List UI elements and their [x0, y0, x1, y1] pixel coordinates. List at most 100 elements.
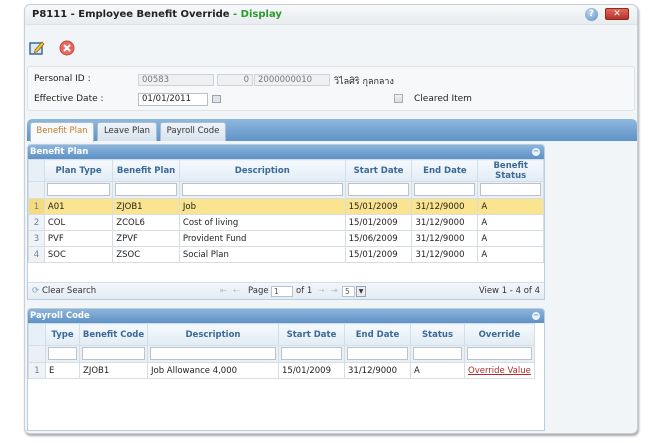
filter-cell: [43, 181, 114, 199]
prev-page-icon[interactable]: ⇠: [233, 286, 240, 295]
filter-end-date[interactable]: [347, 347, 408, 360]
cell-plan-type: SOC: [43, 246, 114, 263]
collapse-icon[interactable]: −: [532, 311, 540, 320]
row-number: 3: [28, 230, 45, 247]
filter-benefit-status[interactable]: [480, 183, 541, 196]
cell-end-date: 31/12/9000: [411, 214, 479, 231]
cell-status: A: [477, 246, 544, 263]
cell-description: Job: [178, 198, 346, 215]
close-button[interactable]: ✕: [605, 8, 629, 20]
col-end-date[interactable]: End Date: [411, 159, 479, 182]
col-status[interactable]: Status: [410, 323, 465, 346]
filter-benefit-code[interactable]: [82, 347, 145, 360]
title-bar: P8111 - Employee Benefit Override - Disp…: [25, 5, 637, 25]
filter-cell: [147, 345, 279, 363]
filter-description[interactable]: [150, 347, 276, 360]
benefit-plan-table: Plan Type Benefit Plan Description Start…: [28, 159, 544, 263]
col-benefit-plan[interactable]: Benefit Plan: [112, 159, 180, 182]
filter-cell: [411, 181, 479, 199]
cell-type: E: [45, 362, 80, 379]
table-row[interactable]: 4 SOC ZSOC Social Plan 15/01/2009 31/12/…: [28, 246, 544, 263]
collapse-icon[interactable]: −: [532, 147, 540, 156]
cleared-item-checkbox[interactable]: [394, 94, 403, 103]
cell-benefit-plan: ZCOL6: [112, 214, 180, 231]
window-title: P8111 - Employee Benefit Override - Disp…: [32, 9, 282, 20]
filter-benefit-plan[interactable]: [115, 183, 177, 196]
filter-cell: [178, 181, 346, 199]
view-range: View 1 - 4 of 4: [478, 286, 540, 296]
cell-end-date: 31/12/9000: [411, 230, 479, 247]
filter-cell: [79, 345, 148, 363]
filter-cell: [477, 181, 544, 199]
cell-end-date: 31/12/9000: [411, 198, 479, 215]
table-row[interactable]: 2 COL ZCOL6 Cost of living 15/01/2009 31…: [28, 214, 544, 231]
page-size-select[interactable]: 5: [342, 286, 355, 297]
employee-name: วิไลศิริ กุลกลาง: [334, 77, 394, 87]
page-number-input[interactable]: 1: [271, 286, 293, 297]
benefit-plan-grid: Benefit Plan − Plan Type Benefit Plan De…: [27, 144, 545, 300]
filter-plan-type[interactable]: [46, 183, 111, 196]
col-description[interactable]: Description: [147, 323, 279, 346]
clear-search-button[interactable]: Clear Search: [42, 286, 97, 296]
filter-status[interactable]: [413, 347, 462, 360]
cell-benefit-plan: ZJOB1: [112, 198, 180, 215]
table-row[interactable]: 1 A01 ZJOB1 Job 15/01/2009 31/12/9000 A: [28, 198, 544, 215]
tab-payroll-code[interactable]: Payroll Code: [160, 122, 226, 141]
col-plan-type[interactable]: Plan Type: [43, 159, 114, 182]
refresh-icon[interactable]: ⟳: [32, 286, 40, 296]
title-text: P8111 - Employee Benefit Override: [32, 9, 230, 20]
table-row[interactable]: 3 PVF ZPVF Provident Fund 15/06/2009 31/…: [28, 230, 544, 247]
personal-id-field: 00583: [138, 74, 214, 86]
effective-date-input[interactable]: 01/01/2011: [138, 93, 208, 106]
first-page-icon[interactable]: ⇤: [220, 286, 227, 295]
cell-plan-type: PVF: [43, 230, 114, 247]
header-form: Personal ID : 00583 0 2000000010 วิไลศิร…: [27, 66, 635, 111]
col-description[interactable]: Description: [178, 159, 346, 182]
calendar-icon[interactable]: [212, 95, 221, 103]
tab-leave-plan[interactable]: Leave Plan: [97, 122, 157, 141]
grid-caption-text: Payroll Code: [30, 311, 90, 321]
cell-start-date: 15/01/2009: [344, 198, 413, 215]
chevron-down-icon[interactable]: ▼: [356, 286, 366, 297]
edit-button[interactable]: [27, 38, 47, 58]
row-number: 1: [28, 198, 45, 215]
filter-type[interactable]: [48, 347, 77, 360]
table-row[interactable]: 1 E ZJOB1 Job Allowance 4,000 15/01/2009…: [28, 362, 535, 379]
filter-cell: [112, 181, 180, 199]
last-page-icon[interactable]: ⇥: [331, 286, 338, 295]
filter-spacer: [28, 181, 45, 199]
cell-status: A: [477, 198, 544, 215]
cell-benefit-plan: ZPVF: [112, 230, 180, 247]
col-benefit-code[interactable]: Benefit Code: [79, 323, 148, 346]
filter-end-date[interactable]: [414, 183, 476, 196]
filter-override[interactable]: [467, 347, 532, 360]
dialog-window: P8111 - Employee Benefit Override - Disp…: [24, 4, 638, 434]
filter-cell: [410, 345, 465, 363]
cell-end-date: 31/12/9000: [344, 362, 411, 379]
col-override[interactable]: Override: [464, 323, 535, 346]
header-row: Plan Type Benefit Plan Description Start…: [28, 159, 544, 182]
col-benefit-status[interactable]: Benefit Status: [477, 159, 544, 182]
filter-cell: [278, 345, 345, 363]
company-code-field: 0: [217, 74, 253, 86]
cell-override: Override Value: [464, 362, 535, 379]
cleared-item-label: Cleared Item: [414, 94, 472, 104]
filter-start-date[interactable]: [281, 347, 342, 360]
col-type[interactable]: Type: [45, 323, 80, 346]
col-start-date[interactable]: Start Date: [278, 323, 345, 346]
header-row: Type Benefit Code Description Start Date…: [28, 323, 535, 346]
grid-pager: ⟳ Clear Search ⇤ ⇠ Page 1 of 1 ⇢ ⇥ 5 ▼ V…: [28, 282, 544, 299]
filter-description[interactable]: [181, 183, 343, 196]
override-value-link[interactable]: Override Value: [468, 365, 531, 376]
cell-status: A: [410, 362, 465, 379]
next-page-icon[interactable]: ⇢: [318, 286, 325, 295]
cell-description: Job Allowance 4,000: [147, 362, 279, 379]
grid-caption: Benefit Plan −: [28, 145, 544, 159]
col-start-date[interactable]: Start Date: [344, 159, 413, 182]
col-end-date[interactable]: End Date: [344, 323, 411, 346]
help-icon[interactable]: ?: [585, 8, 598, 21]
filter-start-date[interactable]: [347, 183, 410, 196]
cancel-button[interactable]: [57, 38, 77, 58]
cell-benefit-plan: ZSOC: [112, 246, 180, 263]
tab-benefit-plan[interactable]: Benefit Plan: [30, 122, 94, 142]
